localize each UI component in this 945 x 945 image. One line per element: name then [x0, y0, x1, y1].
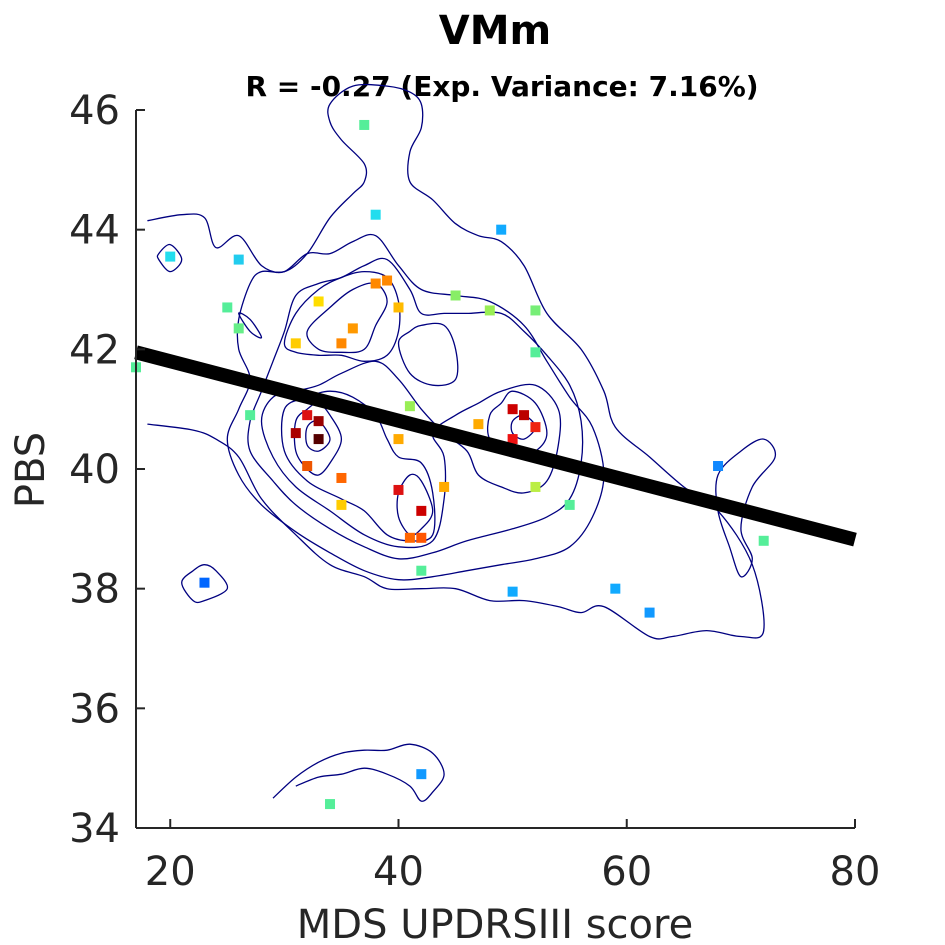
y-axis-ticks: 34 36 38 40 42 44 46 — [69, 88, 145, 852]
data-point — [530, 481, 541, 492]
data-point — [496, 224, 507, 235]
regression-line — [134, 345, 857, 547]
data-point — [199, 577, 210, 588]
x-tick-label: 20 — [145, 849, 196, 895]
data-point — [507, 434, 518, 445]
data-point — [416, 769, 427, 780]
data-point — [325, 799, 336, 810]
data-point — [416, 505, 427, 516]
data-point — [507, 404, 518, 415]
data-point — [313, 296, 324, 307]
data-point — [644, 607, 655, 618]
data-point — [359, 119, 370, 130]
data-point — [302, 461, 313, 472]
data-point — [713, 461, 724, 472]
data-point — [245, 410, 256, 421]
data-point — [450, 290, 461, 301]
contour-line — [181, 564, 229, 604]
data-point — [758, 535, 769, 546]
data-point — [507, 586, 518, 597]
y-tick-label: 40 — [69, 447, 120, 493]
contour-line — [226, 233, 605, 581]
y-tick-label: 42 — [69, 327, 120, 373]
contour-line — [283, 270, 401, 362]
contour-line — [715, 438, 777, 578]
data-point — [473, 419, 484, 430]
data-point — [382, 275, 393, 286]
data-point — [290, 338, 301, 349]
x-tick-label: 40 — [373, 849, 424, 895]
contour-line — [260, 360, 562, 549]
data-point — [484, 305, 495, 316]
x-axis-label: MDS UPDRSIII score — [297, 902, 693, 945]
data-point — [336, 338, 347, 349]
contour-line — [280, 390, 436, 542]
contour-line — [397, 322, 459, 387]
data-point — [519, 410, 530, 421]
data-point — [393, 434, 404, 445]
data-point — [564, 499, 575, 510]
data-point — [439, 481, 450, 492]
data-point — [370, 209, 381, 220]
y-tick-label: 36 — [69, 686, 120, 732]
data-point — [313, 416, 324, 427]
data-point — [370, 278, 381, 289]
y-tick-label: 34 — [69, 806, 120, 852]
data-point — [404, 401, 415, 412]
x-axis-ticks: 20 40 60 80 — [145, 819, 881, 895]
data-point — [393, 484, 404, 495]
chart-title: VMm — [439, 8, 551, 54]
data-point — [290, 428, 301, 439]
contour-line — [238, 312, 263, 339]
data-point — [336, 472, 347, 483]
y-tick-label: 46 — [69, 88, 120, 134]
data-point — [416, 532, 427, 543]
contour-line — [147, 83, 765, 640]
axes — [135, 110, 855, 829]
contour-line — [156, 243, 183, 273]
data-point — [165, 251, 176, 262]
data-point — [530, 305, 541, 316]
x-tick-label: 60 — [601, 849, 652, 895]
data-point — [313, 434, 324, 445]
data-point — [530, 422, 541, 433]
contour-line — [396, 473, 434, 536]
data-point — [347, 323, 358, 334]
data-point — [530, 347, 541, 358]
data-point — [404, 532, 415, 543]
contour-line — [247, 257, 584, 560]
y-axis-label: PBS — [8, 432, 54, 508]
y-tick-label: 38 — [69, 567, 120, 613]
data-point — [302, 410, 313, 421]
data-point — [233, 254, 244, 265]
contour-line — [306, 282, 388, 354]
data-point — [416, 565, 427, 576]
y-tick-label: 44 — [69, 208, 120, 254]
data-point — [393, 302, 404, 313]
data-point — [610, 583, 621, 594]
regression-line-group — [134, 345, 857, 547]
data-point — [233, 323, 244, 334]
data-point — [336, 499, 347, 510]
data-point — [222, 302, 233, 313]
chart-subtitle: R = -0.27 (Exp. Variance: 7.16%) — [245, 70, 758, 103]
data-points — [131, 119, 769, 810]
contour-line — [272, 743, 445, 802]
density-contours — [147, 83, 777, 802]
x-tick-label: 80 — [830, 849, 881, 895]
